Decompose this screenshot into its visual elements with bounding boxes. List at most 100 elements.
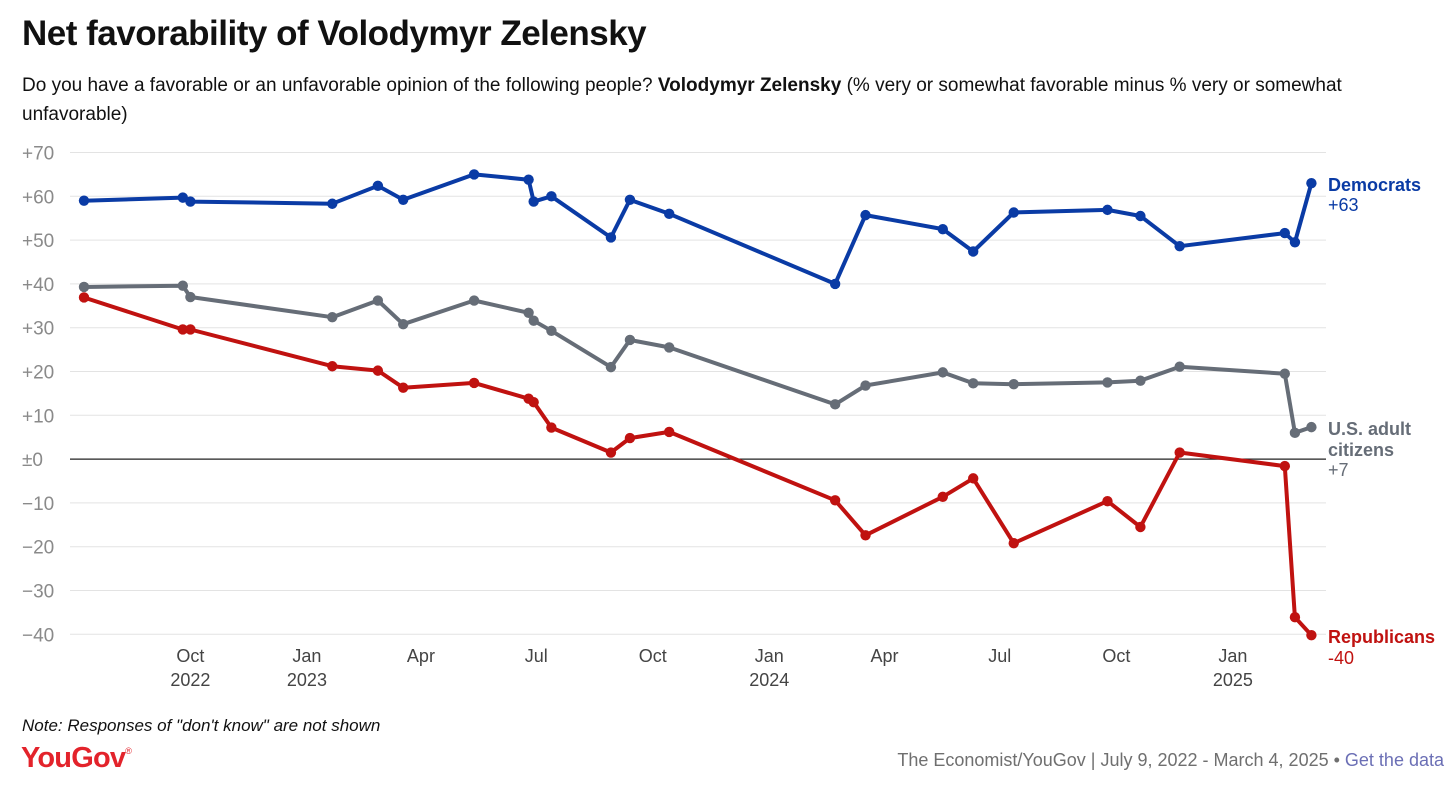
series-end-value: +63 [1328, 195, 1359, 215]
series-end-value: +7 [1328, 460, 1349, 480]
data-point [185, 291, 196, 303]
data-point [177, 324, 188, 335]
data-point [624, 194, 636, 206]
data-point [327, 311, 338, 323]
y-tick-label: −40 [22, 625, 54, 646]
data-point [605, 232, 617, 243]
data-point [327, 198, 338, 209]
series-line [82, 172, 1314, 286]
data-point [523, 174, 534, 185]
chart-axes: +70 +60 +50 +40 +30 +20 +10 ±0 −10 −20 −30 −40 Oct 20… [22, 144, 1253, 691]
series-end-value: -40 [1328, 648, 1354, 668]
series-name-label: citizens [1328, 440, 1394, 460]
y-tick-label: +50 [22, 231, 54, 252]
data-point [860, 380, 871, 391]
data-point [78, 281, 90, 293]
data-point [664, 208, 675, 220]
get-the-data-link[interactable]: Get the data [1344, 750, 1444, 770]
data-point [1102, 377, 1113, 388]
yougov-logo: YouGov® [21, 742, 132, 775]
data-point [1102, 204, 1113, 216]
data-point [1135, 210, 1146, 222]
y-tick-label: −10 [22, 494, 54, 515]
y-tick-label: +60 [22, 187, 54, 208]
data-point [185, 324, 196, 335]
data-point [937, 223, 948, 235]
x-tick-label: Apr [871, 646, 899, 666]
data-point [372, 180, 384, 191]
data-point [968, 473, 979, 484]
data-point [1289, 427, 1301, 439]
data-point [968, 378, 979, 389]
chart-series [78, 169, 1317, 641]
subtitle-subject: Volodymyr Zelensky [657, 75, 842, 96]
subtitle-definition: (% very or somewhat favorable minus % ve… [22, 75, 1342, 125]
data-point [1102, 495, 1113, 507]
x-tick-label: Jan [755, 646, 784, 666]
data-point [860, 530, 871, 541]
data-point [372, 365, 384, 376]
source-text: The Economist/YouGov | July 9, 2022 - Ma… [897, 750, 1340, 770]
data-point [1135, 521, 1146, 533]
data-point [829, 399, 841, 410]
y-tick-label: −20 [22, 538, 54, 559]
x-tick-year: 2025 [1213, 670, 1253, 690]
y-tick-label: +40 [22, 275, 54, 296]
data-point [1008, 207, 1019, 218]
data-point [664, 426, 675, 438]
data-point [1174, 361, 1185, 372]
x-tick-label: Jan [1218, 646, 1247, 666]
data-point [185, 196, 196, 207]
data-point [177, 280, 188, 291]
data-point [327, 361, 338, 372]
x-tick-year: 2022 [170, 670, 210, 690]
x-tick-label: Oct [639, 646, 667, 666]
data-point [78, 195, 90, 206]
data-point [1008, 537, 1019, 549]
data-point [1306, 177, 1317, 189]
data-point [546, 325, 557, 336]
data-point [1008, 379, 1019, 390]
series-name-label: Democrats [1328, 175, 1421, 195]
data-point [1306, 629, 1317, 641]
data-point [1279, 460, 1291, 472]
data-point [968, 246, 979, 257]
data-point [372, 295, 384, 306]
data-point [1289, 237, 1301, 248]
data-point [860, 209, 871, 221]
data-point [624, 334, 636, 346]
series-name-label: Republicans [1328, 627, 1435, 647]
data-point [468, 377, 480, 389]
chart-grid [70, 152, 1326, 635]
x-tick-label: Apr [407, 646, 435, 666]
data-point [664, 342, 675, 353]
data-point [528, 315, 539, 326]
chart-note: Note: Responses of "don't know" are not … [22, 716, 381, 735]
data-point [1174, 241, 1185, 252]
chart-subtitle: Do you have a favorable or an unfavorabl… [22, 71, 1432, 129]
series-line [82, 295, 1314, 638]
series-line [82, 283, 1314, 435]
data-point [1279, 368, 1291, 379]
data-point [528, 196, 539, 207]
logo-text: YouGov [21, 742, 126, 774]
data-point [605, 361, 617, 373]
chart-title: Net favorability of Volodymyr Zelensky [22, 14, 647, 53]
y-tick-label: +20 [22, 363, 54, 384]
data-point [1135, 375, 1146, 386]
data-point [937, 491, 948, 502]
series-name-label: U.S. adult [1328, 419, 1411, 439]
y-tick-label: +70 [22, 144, 54, 165]
data-point [468, 169, 480, 180]
x-tick-label: Jul [988, 646, 1011, 666]
data-point [398, 194, 409, 206]
data-point [78, 292, 90, 303]
x-tick-label: Oct [176, 646, 204, 666]
data-point [624, 432, 636, 444]
series-democrats [78, 169, 1317, 290]
x-tick-label: Oct [1102, 646, 1130, 666]
series-u-s-adult-citizens [78, 280, 1317, 439]
series-republicans [78, 292, 1317, 641]
